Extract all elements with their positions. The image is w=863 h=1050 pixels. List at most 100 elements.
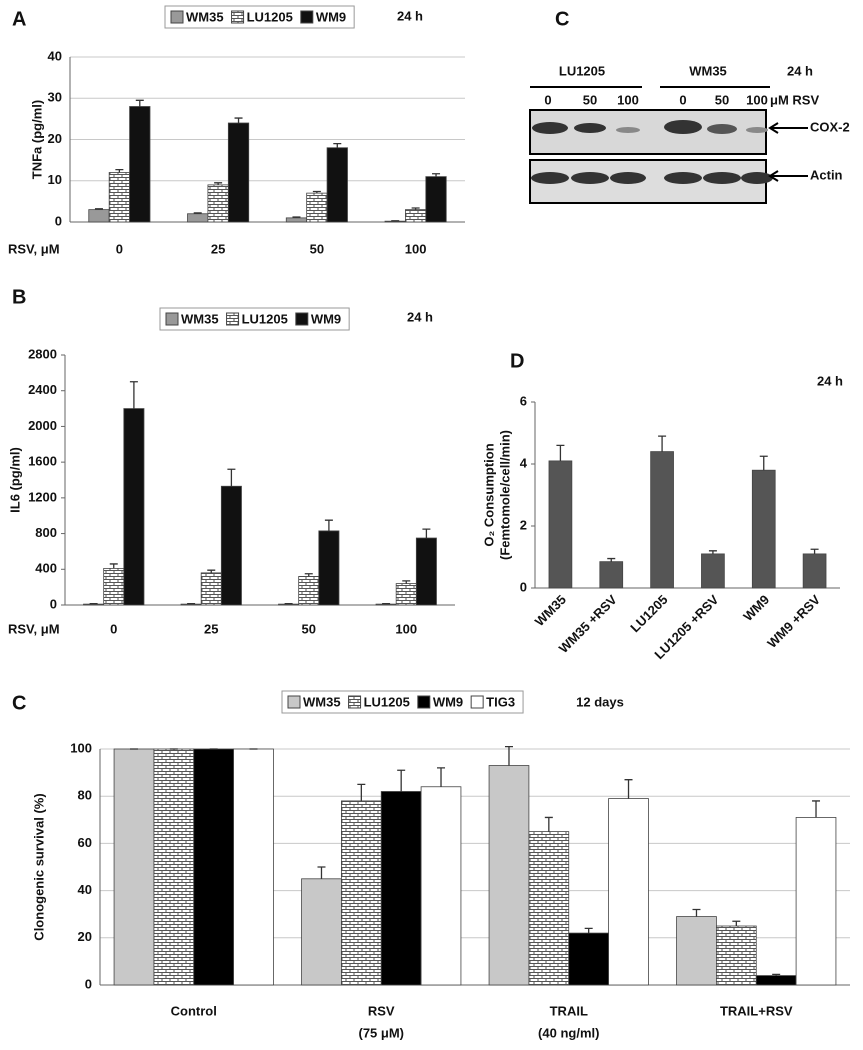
- bar: [113, 748, 155, 986]
- error-bar: [732, 920, 741, 926]
- error-bar: [658, 435, 667, 452]
- lane-label: 100: [746, 92, 768, 107]
- bar: [488, 765, 530, 986]
- error-bar: [772, 973, 781, 976]
- y-tick-label: 0: [85, 976, 92, 991]
- bar: [207, 184, 229, 223]
- group-label: WM35: [689, 63, 727, 78]
- error-bar: [402, 580, 411, 584]
- lane-label: 50: [583, 92, 597, 107]
- error-bar: [234, 117, 243, 123]
- bar: [153, 748, 195, 986]
- y-tick-label: 1600: [28, 454, 57, 469]
- error-bar: [317, 866, 326, 879]
- y-tick-label: 40: [78, 882, 92, 897]
- bar: [129, 106, 151, 223]
- y-tick-label: 400: [35, 561, 57, 576]
- y-axis-label: TNFa (pg/ml): [29, 100, 44, 179]
- legend-label: TIG3: [486, 694, 515, 709]
- bar: [568, 932, 609, 986]
- x-tick-label: Control: [171, 1003, 217, 1018]
- lane-label: 0: [679, 92, 686, 107]
- error-bar: [115, 168, 124, 173]
- bar: [599, 561, 624, 589]
- panel-letter: D: [510, 350, 524, 372]
- legend-label: WM9: [316, 9, 346, 24]
- x-tick-label: WM35: [532, 592, 569, 629]
- legend-swatch: [231, 10, 245, 24]
- bar: [751, 469, 776, 589]
- y-tick-label: 6: [520, 393, 527, 408]
- error-bar: [292, 216, 301, 218]
- annotation: 24 h: [407, 309, 433, 324]
- y-tick-label: 2000: [28, 418, 57, 433]
- error-bar: [397, 769, 406, 792]
- bar: [193, 748, 234, 986]
- error-bar: [109, 563, 118, 569]
- group-label: LU1205: [559, 63, 605, 78]
- error-bar: [432, 173, 441, 177]
- y-axis-label: O₂ Consumption: [481, 443, 496, 546]
- annotation: 24 h: [787, 63, 813, 78]
- error-bar: [333, 142, 342, 148]
- bands: [531, 172, 773, 184]
- bar: [227, 122, 250, 223]
- x-tick-label: WM9: [740, 592, 772, 624]
- bar: [701, 553, 725, 589]
- bar: [306, 192, 328, 223]
- error-bar: [437, 767, 446, 787]
- y-tick-label: 60: [78, 835, 92, 850]
- error-bar: [584, 927, 593, 934]
- lane-label: 100: [617, 92, 639, 107]
- x-tick-label: 0: [116, 241, 123, 256]
- legend-label: LU1205: [242, 311, 288, 326]
- bar: [318, 530, 340, 606]
- legend-swatch: [287, 695, 301, 709]
- y-tick-label: 2: [520, 517, 527, 532]
- error-bar: [135, 99, 144, 107]
- legend: WM35 LU1205 WM9 TIG3: [281, 690, 524, 714]
- annotation: 24 h: [817, 373, 843, 388]
- error-bar: [544, 816, 553, 832]
- y-tick-label: 40: [48, 48, 62, 63]
- legend-label: WM35: [181, 311, 219, 326]
- legend-label: WM35: [186, 9, 224, 24]
- y-tick-label: 0: [520, 579, 527, 594]
- bar: [285, 217, 308, 223]
- error-bar: [692, 908, 701, 917]
- bar: [795, 817, 837, 986]
- panel-letter: C: [555, 8, 569, 30]
- legend-swatch: [295, 312, 309, 326]
- y-tick-label: 0: [55, 213, 62, 228]
- legend-label: LU1205: [247, 9, 293, 24]
- y-tick-label: 4: [520, 455, 528, 470]
- panel-letter: A: [12, 8, 26, 30]
- error-bar: [607, 557, 616, 562]
- legend-label: WM35: [303, 694, 341, 709]
- bar: [425, 176, 447, 223]
- panel-letter: C: [12, 692, 26, 714]
- x-axis-label: RSV, μM: [8, 241, 60, 256]
- y-tick-label: 20: [48, 131, 62, 146]
- y-tick-label: 800: [35, 525, 57, 540]
- x-tick-note: (40 ng/ml): [538, 1025, 599, 1040]
- bar: [420, 786, 462, 986]
- bar: [108, 172, 130, 223]
- error-bar: [812, 800, 821, 818]
- y-axis-label: IL6 (pg/ml): [7, 447, 22, 513]
- legend-swatch: [417, 695, 431, 709]
- x-tick-label: 50: [310, 241, 324, 256]
- band-label: COX-2: [810, 119, 850, 134]
- error-bar: [193, 212, 202, 214]
- y-tick-label: 2400: [28, 382, 57, 397]
- error-bar: [422, 528, 431, 539]
- bar: [650, 451, 674, 589]
- y-tick-label: 100: [70, 740, 92, 755]
- bar: [326, 147, 348, 223]
- legend: WM35 LU1205 WM9: [164, 5, 355, 29]
- bar: [103, 567, 125, 606]
- y-tick-label: 2800: [28, 346, 57, 361]
- error-bar: [324, 519, 333, 531]
- legend-swatch: [470, 695, 484, 709]
- x-tick-label: 50: [302, 621, 316, 636]
